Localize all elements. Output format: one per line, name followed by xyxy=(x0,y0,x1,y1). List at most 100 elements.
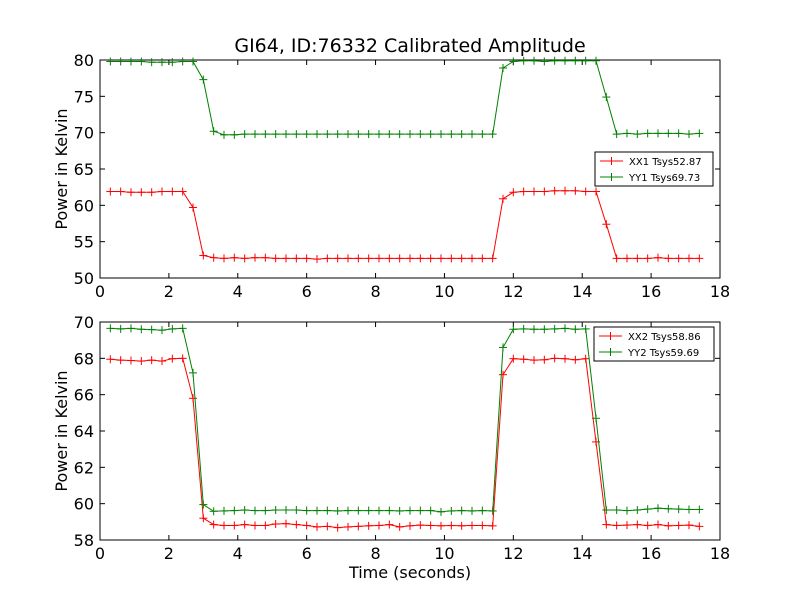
data-point xyxy=(519,56,528,65)
data-point xyxy=(313,522,321,531)
data-point xyxy=(220,130,228,139)
data-point xyxy=(685,505,693,514)
data-point xyxy=(127,57,135,66)
data-point xyxy=(333,506,342,515)
data-point xyxy=(292,506,301,515)
data-point xyxy=(509,325,518,334)
y-tick-label: 60 xyxy=(74,495,94,514)
data-point xyxy=(654,504,662,513)
data-point xyxy=(695,129,704,138)
data-point xyxy=(323,506,332,515)
series-line-1 xyxy=(110,357,700,529)
x-tick-label: 4 xyxy=(233,282,243,301)
data-point xyxy=(344,254,352,263)
data-point xyxy=(623,521,631,530)
legend-label: YY1 Tsys69.73 xyxy=(628,173,700,184)
data-point xyxy=(292,130,301,139)
data-point xyxy=(581,354,590,363)
data-point xyxy=(147,356,156,365)
data-point xyxy=(447,506,456,515)
data-point xyxy=(581,324,590,333)
data-point xyxy=(137,357,146,366)
data-point xyxy=(189,368,197,377)
data-point xyxy=(664,129,673,138)
data-point xyxy=(333,254,342,263)
x-tick-label: 10 xyxy=(434,544,454,563)
data-point xyxy=(457,506,466,515)
data-point xyxy=(364,254,373,263)
data-point xyxy=(220,521,228,530)
series-line-1 xyxy=(110,190,700,260)
data-point xyxy=(426,254,435,263)
data-point xyxy=(313,506,321,515)
x-tick-label: 8 xyxy=(370,282,380,301)
data-point xyxy=(199,514,208,523)
data-point xyxy=(116,324,125,333)
data-point xyxy=(654,253,662,262)
x-tick-label: 14 xyxy=(572,544,592,563)
data-point xyxy=(240,520,249,529)
data-point xyxy=(220,254,228,263)
data-point xyxy=(540,57,549,66)
data-point xyxy=(220,506,228,515)
data-point xyxy=(478,521,487,530)
data-point xyxy=(633,520,642,529)
y-tick-label: 58 xyxy=(74,531,94,550)
legend-label: XX2 Tsys58.86 xyxy=(628,332,701,343)
data-point xyxy=(364,130,373,139)
data-point xyxy=(468,130,476,139)
legend: XX1 Tsys52.87 YY1 Tsys69.73 xyxy=(594,151,714,187)
data-point xyxy=(561,56,569,65)
y-tick-label: 68 xyxy=(74,349,94,368)
data-point xyxy=(137,57,146,66)
x-tick-label: 0 xyxy=(95,544,105,563)
data-point xyxy=(354,522,363,531)
data-point xyxy=(488,506,497,515)
legend-box xyxy=(593,326,715,362)
data-point xyxy=(478,506,487,515)
data-point xyxy=(509,354,518,363)
data-point xyxy=(416,130,425,139)
data-point xyxy=(271,506,280,515)
data-point xyxy=(158,357,166,366)
data-point xyxy=(602,220,611,229)
data-point xyxy=(385,520,394,529)
y-axis-label: Power in Kelvin xyxy=(52,108,71,229)
data-point xyxy=(643,254,652,263)
data-point xyxy=(519,355,528,364)
data-point xyxy=(395,522,404,531)
data-point xyxy=(674,505,683,514)
data-point xyxy=(209,520,218,529)
y-tick-label: 75 xyxy=(74,87,94,106)
y-tick-label: 70 xyxy=(74,124,94,143)
data-point xyxy=(116,57,125,66)
data-point xyxy=(406,521,414,530)
data-point xyxy=(344,522,352,531)
data-point xyxy=(127,188,135,197)
data-point xyxy=(292,254,301,263)
data-point xyxy=(426,506,435,515)
data-point xyxy=(685,130,693,139)
x-tick-label: 16 xyxy=(641,282,661,301)
x-axis-label: Time (seconds) xyxy=(348,563,471,582)
data-point xyxy=(674,521,683,530)
x-tick-label: 16 xyxy=(641,544,661,563)
data-point xyxy=(447,130,456,139)
data-point xyxy=(478,130,487,139)
x-tick-label: 10 xyxy=(434,282,454,301)
data-point xyxy=(437,507,445,516)
chart-title: GI64, ID:76332 Calibrated Amplitude xyxy=(234,35,585,57)
data-point xyxy=(406,506,414,515)
data-point xyxy=(519,187,528,196)
data-point xyxy=(540,187,549,196)
data-point xyxy=(602,520,611,529)
data-point xyxy=(685,254,693,263)
data-point xyxy=(654,520,662,529)
data-point xyxy=(550,186,559,195)
data-point xyxy=(540,325,549,334)
data-point xyxy=(437,521,445,530)
data-point xyxy=(189,203,197,212)
data-point xyxy=(571,186,580,195)
data-point xyxy=(344,506,352,515)
